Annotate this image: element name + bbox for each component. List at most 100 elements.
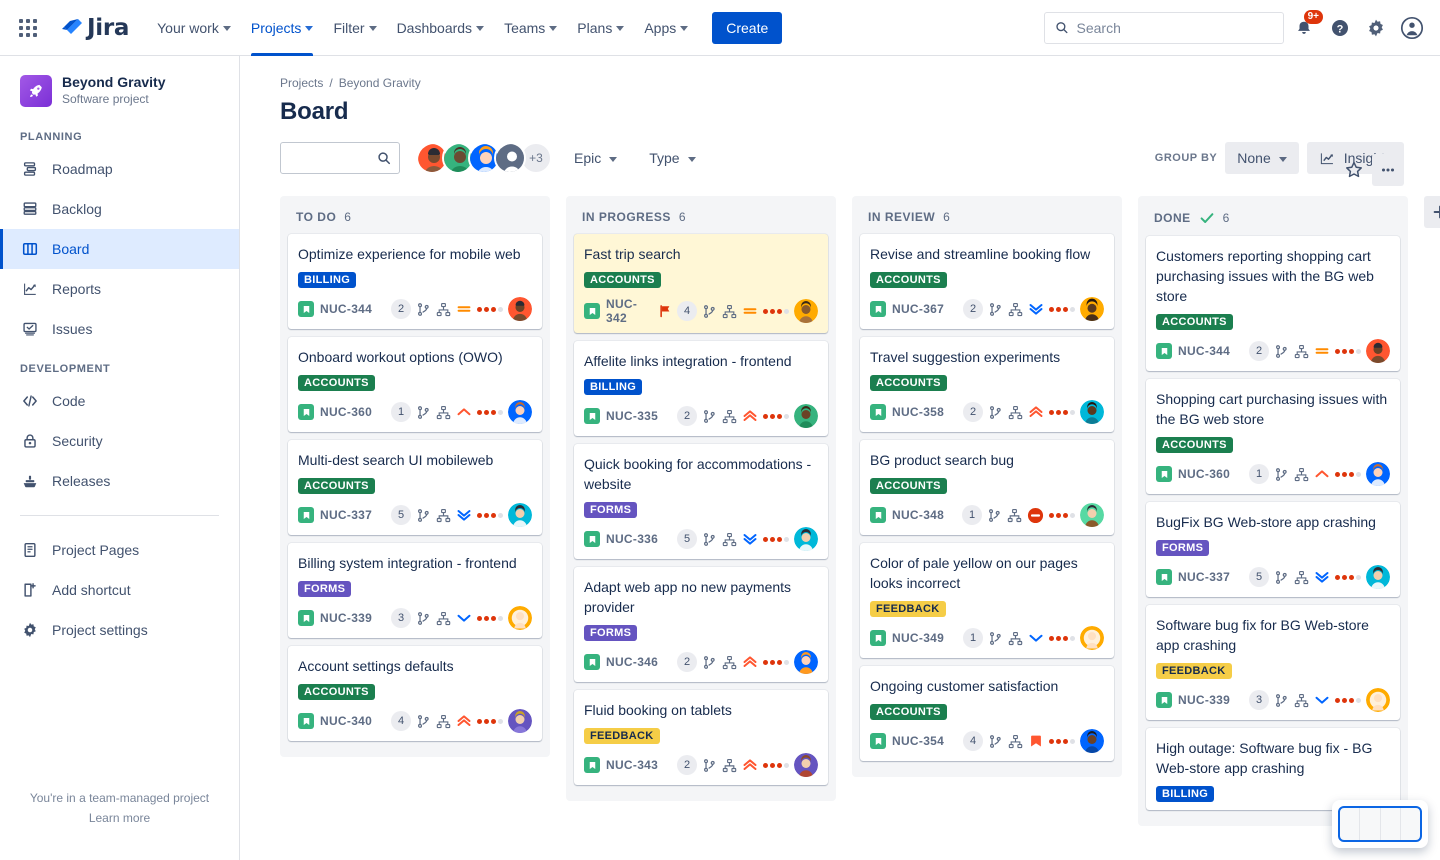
issue-card[interactable]: Billing system integration - frontend FOR… bbox=[288, 543, 542, 638]
epic-badge[interactable]: BILLING bbox=[584, 379, 643, 395]
story-type-icon[interactable] bbox=[870, 630, 886, 646]
global-search-box[interactable] bbox=[1044, 11, 1284, 44]
issue-key[interactable]: NUC-367 bbox=[892, 302, 945, 316]
assignee-avatar[interactable] bbox=[1366, 688, 1390, 712]
star-button[interactable] bbox=[1338, 154, 1370, 186]
story-type-icon[interactable] bbox=[298, 713, 314, 729]
add-column-button[interactable] bbox=[1424, 196, 1440, 228]
story-type-icon[interactable] bbox=[584, 757, 600, 773]
story-type-icon[interactable] bbox=[298, 301, 314, 317]
notifications-button[interactable]: 9+ bbox=[1288, 9, 1323, 44]
assignee-avatar[interactable] bbox=[1366, 565, 1390, 589]
epic-badge[interactable]: ACCOUNTS bbox=[1156, 437, 1233, 453]
assignee-avatar[interactable] bbox=[1366, 462, 1390, 486]
epic-badge[interactable]: BILLING bbox=[298, 272, 357, 288]
issue-card[interactable]: Quick booking for accommodations - websi… bbox=[574, 444, 828, 559]
epic-badge[interactable]: ACCOUNTS bbox=[298, 375, 375, 391]
avatar[interactable] bbox=[494, 142, 526, 174]
issue-key[interactable]: NUC-360 bbox=[1178, 467, 1231, 481]
issue-card[interactable]: BG product search bug ACCOUNTS NUC-348 1 bbox=[860, 440, 1114, 535]
issue-card[interactable]: Fast trip search ACCOUNTS NUC-342 4 bbox=[574, 234, 828, 333]
epic-badge[interactable]: FORMS bbox=[298, 581, 352, 597]
board-search-box[interactable] bbox=[280, 142, 400, 174]
issue-key[interactable]: NUC-349 bbox=[892, 631, 945, 645]
assignee-avatar[interactable] bbox=[508, 503, 532, 527]
issue-key[interactable]: NUC-346 bbox=[606, 655, 659, 669]
assignee-avatar[interactable] bbox=[508, 297, 532, 321]
nav-item-your-work[interactable]: Your work bbox=[147, 0, 241, 56]
issue-key[interactable]: NUC-337 bbox=[320, 508, 373, 522]
issue-key[interactable]: NUC-354 bbox=[892, 734, 945, 748]
issue-card[interactable]: BugFix BG Web-store app crashing FORMS NUC… bbox=[1146, 502, 1400, 597]
sidebar-item-code[interactable]: Code bbox=[0, 381, 239, 421]
sidebar-item-security[interactable]: Security bbox=[0, 421, 239, 461]
issue-key[interactable]: NUC-343 bbox=[606, 758, 659, 772]
assignee-avatar[interactable] bbox=[794, 650, 818, 674]
epic-badge[interactable]: FORMS bbox=[1156, 540, 1210, 556]
epic-filter-dropdown[interactable]: Epic bbox=[564, 142, 627, 174]
project-header[interactable]: Beyond Gravity Software project bbox=[0, 56, 239, 117]
issue-key[interactable]: NUC-360 bbox=[320, 405, 373, 419]
nav-item-filter[interactable]: Filter bbox=[323, 0, 386, 56]
board-search-input[interactable] bbox=[289, 150, 378, 166]
issue-key[interactable]: NUC-339 bbox=[1178, 693, 1231, 707]
assignee-avatar[interactable] bbox=[1366, 339, 1390, 363]
assignee-avatar[interactable] bbox=[1080, 503, 1104, 527]
help-button[interactable]: ? bbox=[1324, 12, 1356, 44]
profile-button[interactable] bbox=[1396, 12, 1428, 44]
settings-button[interactable] bbox=[1360, 12, 1392, 44]
story-type-icon[interactable] bbox=[1156, 692, 1172, 708]
issue-key[interactable]: NUC-337 bbox=[1178, 570, 1231, 584]
global-search-input[interactable] bbox=[1076, 19, 1273, 36]
nav-item-apps[interactable]: Apps bbox=[634, 0, 698, 56]
epic-badge[interactable]: ACCOUNTS bbox=[1156, 314, 1233, 330]
sidebar-item-add-shortcut[interactable]: Add shortcut bbox=[0, 570, 239, 610]
assignee-avatar[interactable] bbox=[794, 404, 818, 428]
story-type-icon[interactable] bbox=[298, 610, 314, 626]
issue-card[interactable]: Affelite links integration - frontend BIL… bbox=[574, 341, 828, 436]
epic-badge[interactable]: FEEDBACK bbox=[584, 728, 660, 744]
sidebar-item-releases[interactable]: Releases bbox=[0, 461, 239, 501]
issue-card[interactable]: Optimize experience for mobile web BILLIN… bbox=[288, 234, 542, 329]
jira-logo[interactable]: Jira bbox=[58, 15, 129, 41]
group-by-dropdown[interactable]: None bbox=[1225, 142, 1299, 174]
sidebar-item-reports[interactable]: Reports bbox=[0, 269, 239, 309]
issue-key[interactable]: NUC-348 bbox=[892, 508, 945, 522]
sidebar-item-issues[interactable]: Issues bbox=[0, 309, 239, 349]
story-type-icon[interactable] bbox=[584, 654, 600, 670]
epic-badge[interactable]: ACCOUNTS bbox=[298, 478, 375, 494]
sidebar-item-backlog[interactable]: Backlog bbox=[0, 189, 239, 229]
epic-badge[interactable]: BILLING bbox=[1156, 786, 1215, 802]
issue-card[interactable]: High outage: Software bug fix - BG Web-s… bbox=[1146, 728, 1400, 810]
sidebar-learn-more-link[interactable]: Learn more bbox=[88, 811, 151, 825]
assignee-avatar[interactable] bbox=[1080, 626, 1104, 650]
epic-badge[interactable]: FORMS bbox=[584, 502, 638, 518]
issue-key[interactable]: NUC-342 bbox=[606, 297, 638, 325]
issue-card[interactable]: Shopping cart purchasing issues with the… bbox=[1146, 379, 1400, 494]
sidebar-item-board[interactable]: Board bbox=[0, 229, 239, 269]
story-type-icon[interactable] bbox=[870, 733, 886, 749]
issue-card[interactable]: Multi-dest search UI mobileweb ACCOUNTS NU… bbox=[288, 440, 542, 535]
sidebar-item-project-pages[interactable]: Project Pages bbox=[0, 530, 239, 570]
epic-badge[interactable]: ACCOUNTS bbox=[870, 478, 947, 494]
breadcrumb-project-name[interactable]: Beyond Gravity bbox=[338, 76, 421, 90]
avatar[interactable] bbox=[416, 142, 448, 174]
assignee-avatar[interactable] bbox=[794, 753, 818, 777]
issue-card[interactable]: Color of pale yellow on our pages looks … bbox=[860, 543, 1114, 658]
assignee-avatar[interactable] bbox=[1080, 297, 1104, 321]
epic-badge[interactable]: ACCOUNTS bbox=[870, 704, 947, 720]
create-button[interactable]: Create bbox=[712, 11, 783, 44]
issue-card[interactable]: Travel suggestion experiments ACCOUNTS NUC… bbox=[860, 337, 1114, 432]
story-type-icon[interactable] bbox=[584, 531, 600, 547]
issue-key[interactable]: NUC-340 bbox=[320, 714, 373, 728]
board-layout-toggle-widget[interactable] bbox=[1332, 800, 1428, 848]
assignee-avatar[interactable] bbox=[794, 299, 818, 323]
epic-badge[interactable]: ACCOUNTS bbox=[298, 684, 375, 700]
story-type-icon[interactable] bbox=[298, 404, 314, 420]
assignee-avatar[interactable] bbox=[1080, 400, 1104, 424]
issue-card[interactable]: Ongoing customer satisfaction ACCOUNTS NUC… bbox=[860, 666, 1114, 761]
issue-card[interactable]: Customers reporting shopping cart purcha… bbox=[1146, 236, 1400, 371]
story-type-icon[interactable] bbox=[870, 301, 886, 317]
story-type-icon[interactable] bbox=[584, 303, 600, 319]
story-type-icon[interactable] bbox=[870, 404, 886, 420]
